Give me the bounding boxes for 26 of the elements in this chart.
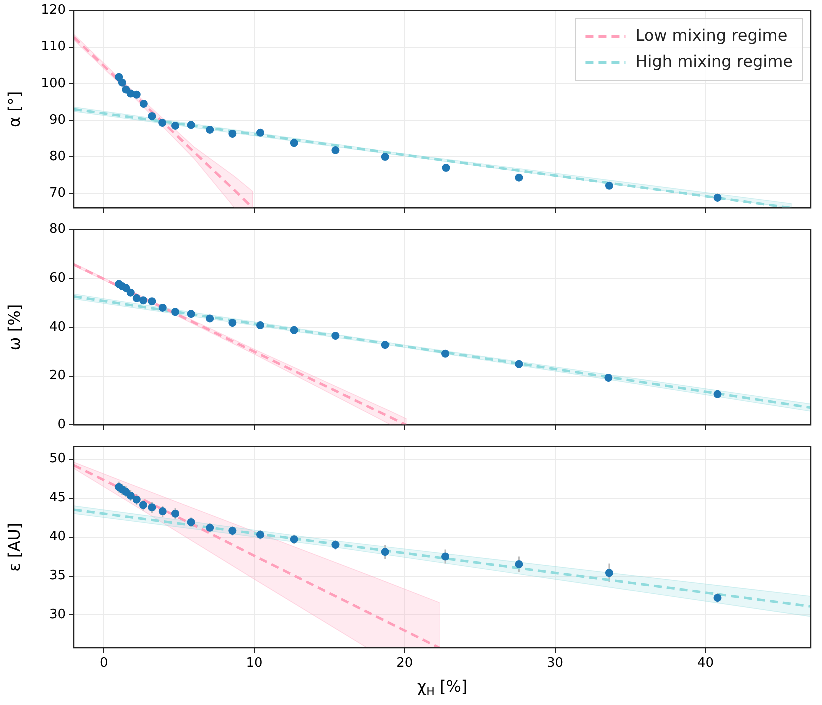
x-tick-label: 0	[100, 656, 108, 672]
x-tick-label: 30	[547, 656, 564, 672]
y-tick-label: 45	[49, 490, 66, 506]
y-tick-label: 0	[58, 418, 66, 433]
legend-label: High mixing regime	[636, 52, 794, 71]
y-tick-label: 60	[49, 271, 66, 286]
y-tick-label: 35	[49, 568, 66, 584]
y-tick-label: 40	[49, 530, 66, 545]
y-tick-label: 120	[41, 3, 66, 18]
y-tick-label: 100	[41, 76, 66, 92]
y-tick-label: 50	[49, 452, 66, 467]
y-tick-label: 110	[41, 40, 66, 55]
y-axis-title: ε [AU]	[5, 522, 24, 572]
y-axis-title: ω [%]	[5, 304, 24, 351]
y-tick-label: 90	[49, 112, 66, 128]
x-tick-label: 40	[697, 656, 714, 672]
y-tick-label: 80	[49, 222, 66, 238]
x-tick-label: 10	[246, 656, 263, 672]
legend-label: Low mixing regime	[636, 26, 788, 45]
x-tick-label: 20	[396, 656, 414, 672]
y-axis-title: α [°]	[5, 91, 24, 128]
y-tick-label: 70	[49, 186, 66, 201]
y-tick-label: 40	[49, 320, 66, 335]
y-tick-label: 20	[49, 368, 66, 384]
y-tick-label: 30	[49, 608, 66, 623]
y-tick-label: 80	[49, 149, 66, 164]
